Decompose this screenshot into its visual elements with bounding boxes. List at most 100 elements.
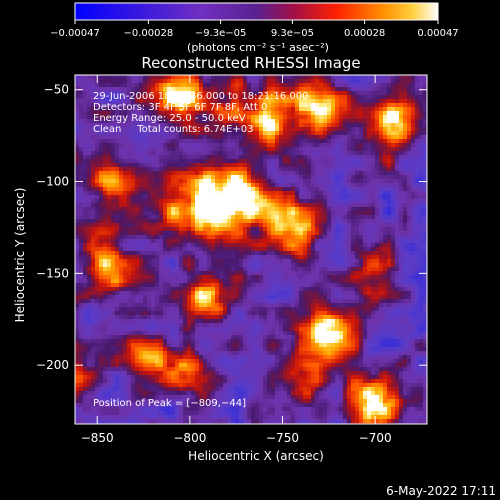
heatmap-cell xyxy=(263,163,267,167)
heatmap-cell xyxy=(263,115,267,119)
heatmap-cell xyxy=(175,223,179,227)
heatmap-cell xyxy=(135,227,139,231)
heatmap-cell xyxy=(351,103,355,107)
heatmap-cell xyxy=(159,263,163,267)
heatmap-cell xyxy=(147,103,151,107)
heatmap-cell xyxy=(355,111,359,115)
heatmap-cell xyxy=(319,227,323,231)
heatmap-cell xyxy=(303,135,307,139)
heatmap-cell xyxy=(411,263,415,267)
heatmap-cell xyxy=(295,171,299,175)
heatmap-cell xyxy=(235,243,239,247)
heatmap-cell xyxy=(327,123,331,127)
heatmap-cell xyxy=(123,75,127,79)
heatmap-cell xyxy=(83,99,87,103)
heatmap-cell xyxy=(175,191,179,195)
heatmap-cell xyxy=(295,75,299,79)
heatmap-cell xyxy=(115,191,119,195)
heatmap-cell xyxy=(151,195,155,199)
heatmap-cell xyxy=(107,123,111,127)
heatmap-cell xyxy=(247,263,251,267)
heatmap-cell xyxy=(323,183,327,187)
heatmap-cell xyxy=(367,283,371,287)
heatmap-cell xyxy=(107,103,111,107)
heatmap-cell xyxy=(155,159,159,163)
heatmap-cell xyxy=(295,83,299,87)
heatmap-cell xyxy=(423,215,427,219)
heatmap-cell xyxy=(331,235,335,239)
heatmap-cell xyxy=(215,207,219,211)
heatmap-cell xyxy=(183,163,187,167)
heatmap-cell xyxy=(91,91,95,95)
heatmap-cell xyxy=(99,279,103,283)
heatmap-cell xyxy=(127,223,131,227)
heatmap-cell xyxy=(331,139,335,143)
heatmap-cell xyxy=(211,79,215,83)
heatmap-cell xyxy=(135,79,139,83)
heatmap-cell xyxy=(383,147,387,151)
heatmap-cell xyxy=(159,83,163,87)
heatmap-cell xyxy=(287,267,291,271)
heatmap-cell xyxy=(327,159,331,163)
heatmap-cell xyxy=(387,79,391,83)
heatmap-cell xyxy=(255,283,259,287)
heatmap-cell xyxy=(351,143,355,147)
heatmap-cell xyxy=(287,235,291,239)
heatmap-cell xyxy=(283,103,287,107)
heatmap-cell xyxy=(315,143,319,147)
heatmap-cell xyxy=(107,131,111,135)
heatmap-cell xyxy=(195,187,199,191)
heatmap-cell xyxy=(223,207,227,211)
heatmap-cell xyxy=(391,179,395,183)
heatmap-cell xyxy=(155,155,159,159)
heatmap-cell xyxy=(307,139,311,143)
heatmap-cell xyxy=(243,211,247,215)
heatmap-cell xyxy=(159,247,163,251)
heatmap-cell xyxy=(283,115,287,119)
heatmap-cell xyxy=(259,279,263,283)
heatmap-cell xyxy=(135,183,139,187)
heatmap-cell xyxy=(175,135,179,139)
heatmap-cell xyxy=(155,279,159,283)
heatmap-cell xyxy=(127,115,131,119)
heatmap-cell xyxy=(219,151,223,155)
heatmap-cell xyxy=(319,95,323,99)
heatmap-cell xyxy=(215,127,219,131)
heatmap-cell xyxy=(311,103,315,107)
heatmap-cell xyxy=(167,103,171,107)
heatmap-cell xyxy=(107,91,111,95)
heatmap-cell xyxy=(391,231,395,235)
heatmap-cell xyxy=(351,295,355,299)
heatmap-cell xyxy=(231,259,235,263)
heatmap-cell xyxy=(111,131,115,135)
heatmap-cell xyxy=(275,227,279,231)
heatmap-cell xyxy=(111,239,115,243)
heatmap-cell xyxy=(179,231,183,235)
heatmap-cell xyxy=(103,279,107,283)
heatmap-cell xyxy=(199,255,203,259)
heatmap-cell xyxy=(95,227,99,231)
heatmap-cell xyxy=(187,215,191,219)
heatmap-cell xyxy=(339,151,343,155)
heatmap-cell xyxy=(147,291,151,295)
heatmap-cell xyxy=(167,79,171,83)
heatmap-cell xyxy=(99,127,103,131)
heatmap-cell xyxy=(331,91,335,95)
heatmap-cell xyxy=(155,91,159,95)
heatmap-cell xyxy=(367,111,371,115)
heatmap-cell xyxy=(203,79,207,83)
heatmap-cell xyxy=(367,271,371,275)
heatmap-cell xyxy=(415,179,419,183)
heatmap-cell xyxy=(319,295,323,299)
heatmap-cell xyxy=(183,107,187,111)
heatmap-cell xyxy=(355,119,359,123)
heatmap-cell xyxy=(235,147,239,151)
heatmap-cell xyxy=(207,219,211,223)
heatmap-cell xyxy=(211,75,215,79)
heatmap-cell xyxy=(375,187,379,191)
heatmap-cell xyxy=(267,163,271,167)
heatmap-cell xyxy=(183,127,187,131)
heatmap-cell xyxy=(347,171,351,175)
heatmap-cell xyxy=(363,227,367,231)
heatmap-cell xyxy=(143,239,147,243)
